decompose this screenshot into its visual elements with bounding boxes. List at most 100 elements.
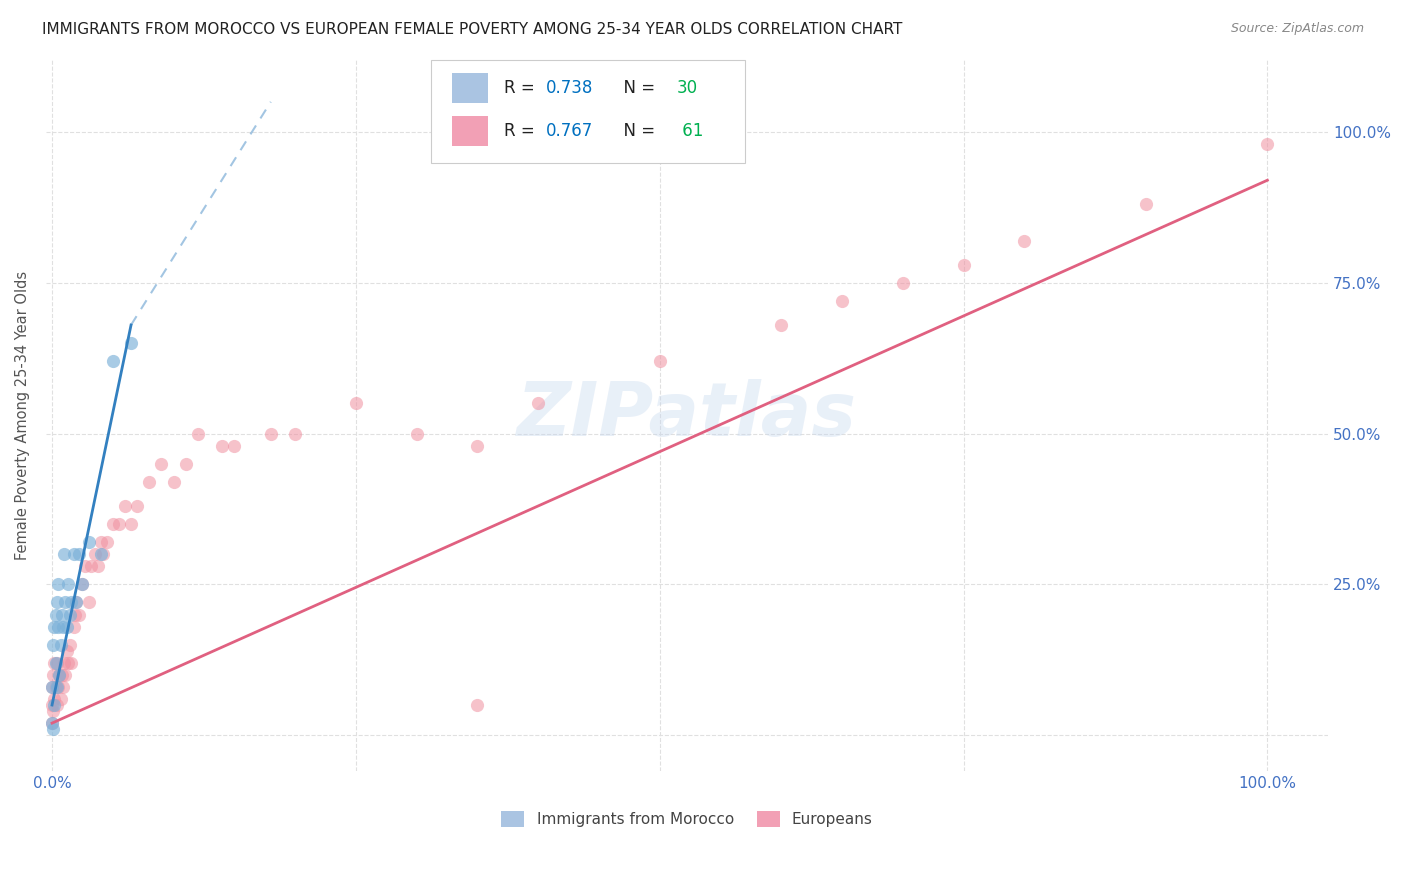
Point — [344, 396, 367, 410]
Legend: Immigrants from Morocco, Europeans: Immigrants from Morocco, Europeans — [494, 804, 880, 835]
Point — [891, 276, 914, 290]
Point — [44, 692, 66, 706]
Point — [77, 535, 100, 549]
Point — [65, 595, 87, 609]
Point — [52, 619, 75, 633]
Text: 0.738: 0.738 — [546, 79, 593, 97]
Point — [55, 644, 77, 658]
Point — [55, 619, 77, 633]
Text: R =: R = — [503, 79, 540, 97]
Point — [284, 426, 307, 441]
Point — [101, 354, 124, 368]
Point — [72, 577, 94, 591]
Point — [120, 517, 142, 532]
Point — [51, 668, 73, 682]
Point — [96, 535, 118, 549]
Point — [44, 619, 66, 633]
Point — [80, 559, 103, 574]
Point — [150, 457, 173, 471]
Point — [59, 607, 82, 622]
Point — [63, 547, 86, 561]
Point — [56, 656, 79, 670]
Point — [72, 577, 94, 591]
Point — [65, 595, 87, 609]
Point — [45, 656, 67, 670]
Point — [51, 607, 73, 622]
Text: IMMIGRANTS FROM MOROCCO VS EUROPEAN FEMALE POVERTY AMONG 25-34 YEAR OLDS CORRELA: IMMIGRANTS FROM MOROCCO VS EUROPEAN FEMA… — [42, 22, 903, 37]
Point — [46, 619, 69, 633]
Point — [138, 475, 160, 489]
Point — [114, 499, 136, 513]
Point — [41, 698, 63, 712]
Point — [45, 680, 67, 694]
Point — [187, 426, 209, 441]
Point — [83, 547, 105, 561]
Point — [260, 426, 283, 441]
Point — [41, 680, 63, 694]
Point — [224, 439, 246, 453]
Point — [405, 426, 427, 441]
Point — [55, 595, 77, 609]
Point — [46, 577, 69, 591]
Point — [108, 517, 131, 532]
Point — [45, 595, 67, 609]
Text: 61: 61 — [676, 122, 703, 140]
Point — [56, 577, 79, 591]
Point — [41, 716, 63, 731]
Point — [45, 607, 67, 622]
Point — [90, 547, 112, 561]
Point — [1014, 234, 1036, 248]
Point — [648, 354, 671, 368]
FancyBboxPatch shape — [430, 60, 745, 163]
Point — [831, 293, 853, 308]
Point — [1135, 197, 1157, 211]
Text: Source: ZipAtlas.com: Source: ZipAtlas.com — [1230, 22, 1364, 36]
Point — [44, 656, 66, 670]
Point — [120, 336, 142, 351]
Point — [49, 638, 72, 652]
Point — [41, 716, 63, 731]
Point — [63, 607, 86, 622]
Point — [952, 258, 974, 272]
Point — [63, 619, 86, 633]
Point — [53, 656, 76, 670]
Point — [90, 535, 112, 549]
Point — [45, 656, 67, 670]
Text: ZIPatlas: ZIPatlas — [517, 379, 858, 452]
Text: N =: N = — [613, 122, 659, 140]
Point — [44, 698, 66, 712]
Point — [42, 638, 65, 652]
Point — [77, 595, 100, 609]
Point — [48, 668, 70, 682]
Point — [59, 638, 82, 652]
Point — [101, 517, 124, 532]
Point — [87, 559, 110, 574]
Point — [162, 475, 184, 489]
FancyBboxPatch shape — [453, 73, 488, 103]
Text: 0.767: 0.767 — [546, 122, 593, 140]
Point — [770, 318, 793, 332]
Text: R =: R = — [503, 122, 540, 140]
Y-axis label: Female Poverty Among 25-34 Year Olds: Female Poverty Among 25-34 Year Olds — [15, 271, 30, 560]
Point — [467, 439, 489, 453]
Point — [91, 547, 114, 561]
Point — [211, 439, 233, 453]
Point — [55, 668, 77, 682]
Point — [67, 607, 90, 622]
Point — [73, 559, 96, 574]
Text: N =: N = — [613, 79, 659, 97]
Point — [67, 547, 90, 561]
Point — [48, 668, 70, 682]
Point — [45, 680, 67, 694]
Point — [45, 698, 67, 712]
Point — [52, 680, 75, 694]
Point — [49, 692, 72, 706]
Point — [53, 547, 76, 561]
Point — [42, 668, 65, 682]
Point — [60, 595, 83, 609]
Point — [1256, 136, 1278, 151]
Point — [174, 457, 197, 471]
Point — [41, 680, 63, 694]
Point — [527, 396, 550, 410]
Point — [42, 722, 65, 736]
